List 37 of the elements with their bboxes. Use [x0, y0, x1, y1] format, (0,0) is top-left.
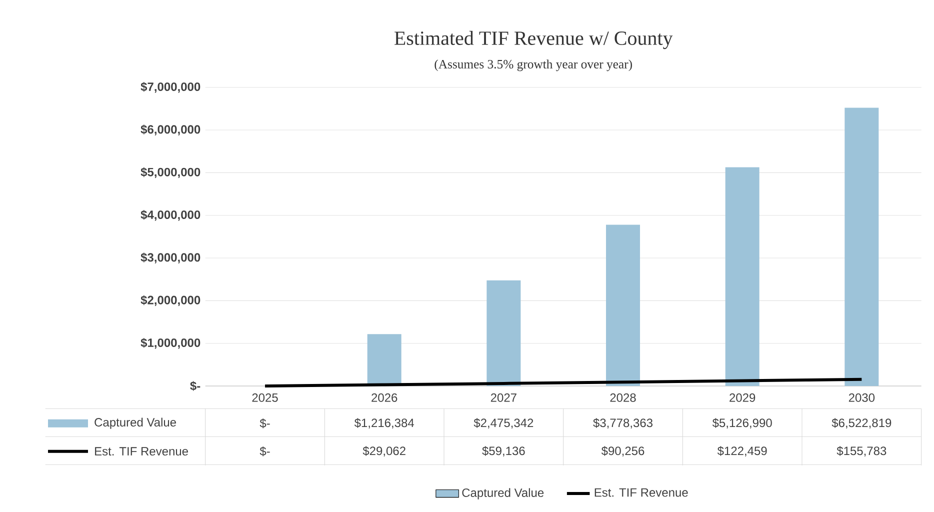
y-tick-label: $- — [190, 381, 200, 391]
data-label: $29,062 — [362, 446, 406, 457]
data-label: $59,136 — [482, 446, 525, 457]
data-label: $- — [260, 418, 270, 428]
legend-label: Est. TIF Revenue — [95, 447, 188, 456]
x-tick-label: 2025 — [252, 393, 278, 402]
data-label: $3,778,363 — [593, 418, 652, 429]
bar — [844, 108, 879, 386]
chart-subtitle: (Assumes 3.5% growth year over year) — [434, 60, 632, 72]
data-label: $6,522,819 — [832, 418, 892, 429]
legend-label: Captured Value — [462, 488, 544, 500]
x-tick-label: 2026 — [372, 393, 398, 402]
line-series — [264, 378, 864, 388]
y-tick-label: $6,000,000 — [140, 124, 200, 136]
bar — [606, 224, 640, 386]
y-tick-label: $4,000,000 — [140, 210, 200, 221]
data-label: $5,126,990 — [712, 418, 772, 429]
data-label: $- — [260, 446, 270, 456]
y-tick-label: $5,000,000 — [140, 167, 200, 178]
x-tick-label: 2028 — [610, 393, 636, 402]
y-tick-label: $2,000,000 — [140, 295, 200, 306]
bar — [725, 167, 760, 386]
chart-title: Estimated TIF Revenue w/ County — [394, 30, 673, 50]
bar — [486, 280, 521, 386]
data-label: $2,475,342 — [474, 418, 534, 429]
x-tick-label: 2030 — [848, 393, 875, 402]
x-tick-label: 2027 — [490, 393, 516, 402]
data-label: $90,256 — [601, 446, 644, 457]
y-tick-label: $1,000,000 — [140, 338, 200, 349]
x-tick-label: 2029 — [730, 393, 756, 402]
data-label: $122,459 — [717, 446, 767, 457]
data-label: $155,783 — [836, 446, 886, 457]
y-tick-label: $7,000,000 — [140, 82, 200, 93]
y-tick-label: $3,000,000 — [140, 252, 200, 264]
text: Est. TIF Revenue — [594, 488, 688, 497]
data-label: $1,216,384 — [354, 418, 414, 429]
text: Captured Value — [94, 418, 176, 429]
